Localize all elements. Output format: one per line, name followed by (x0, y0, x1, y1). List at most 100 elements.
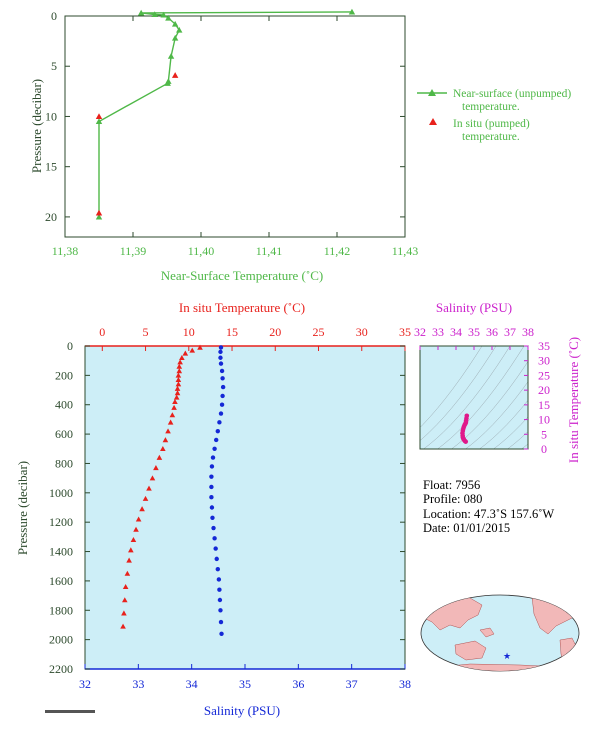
salinity-profile-point (215, 566, 220, 572)
salinity-profile-point (209, 505, 215, 510)
top-y-tick-label: 5 (51, 59, 57, 73)
salinity-tick-label: 36 (292, 677, 304, 691)
ts-x-tick-label: 38 (522, 325, 534, 339)
pressure-tick-label: 1000 (49, 486, 73, 500)
salinity-profile-point (218, 361, 224, 366)
near-surface-temperature-chart: 11,38 11,39 11,40 11,41 11,42 11,43 05101520 … (29, 8, 571, 283)
temperature-profile-point (179, 354, 185, 360)
profile-chart: 32 33 34 35 36 37 38 0 5 10 15 20 25 30 35 0 200 400 600… (15, 300, 411, 718)
ts-x-tick-label: 34 (450, 325, 462, 339)
ts-y-tick-label: 30 (538, 354, 550, 368)
ts-y-tick-label: 5 (541, 427, 547, 441)
salinity-profile-point (211, 525, 216, 531)
temperature-profile-point (160, 445, 166, 452)
salinity-profile-point (218, 345, 224, 350)
salinity-profile-point (209, 495, 214, 500)
temperature-tick-label: 30 (356, 325, 368, 339)
salinity-profile-point (217, 587, 222, 592)
ts-y-tick-label: 10 (538, 413, 550, 427)
temperature-profile-point (149, 475, 156, 481)
temperature-tick-label: 35 (399, 325, 411, 339)
temperature-profile-point (142, 495, 149, 501)
pressure-tick-label: 1600 (49, 574, 73, 588)
density-contour (420, 346, 483, 428)
unpumped-temperature-point (151, 11, 158, 18)
world-map: ★ (420, 594, 580, 672)
salinity-profile-point (219, 368, 225, 374)
unpumped-temperature-point (171, 20, 179, 27)
salinity-tick-label: 32 (79, 677, 91, 691)
legend-label-pumped-1: In situ (pumped) (453, 118, 530, 130)
temperature-profile-point (171, 404, 177, 410)
salinity-profile-point (209, 474, 214, 479)
ts-y-tick-label: 0 (541, 442, 547, 456)
temperature-profile-point (165, 428, 171, 434)
pressure-tick-label: 200 (55, 368, 73, 382)
top-x-tick-label: 11,42 (324, 244, 351, 258)
salinity-profile-point (219, 631, 224, 636)
salinity-tick-label: 37 (346, 677, 358, 691)
temperature-tick-label: 10 (183, 325, 195, 339)
pumped-temperature-point (171, 72, 179, 78)
temperature-profile-point (135, 516, 142, 522)
temperature-profile-point (189, 347, 196, 353)
salinity-profile-point (220, 384, 226, 390)
temperature-profile-point (176, 368, 183, 374)
unpumped-temperature-point (95, 118, 103, 125)
temperature-profile-point (182, 350, 189, 356)
temperature-tick-label: 20 (269, 325, 281, 339)
float-position-marker: ★ (503, 651, 511, 661)
map-land-australia (454, 640, 487, 661)
temperature-profile-point (124, 570, 131, 576)
ts-x-tick-label: 37 (504, 325, 516, 339)
ts-x-tick-label: 36 (486, 325, 498, 339)
top-y-tick-label: 0 (51, 9, 57, 23)
salinity-profile-point (218, 349, 223, 355)
ts-x-tick-label: 32 (414, 325, 426, 339)
profile-bottom-axis-label: Salinity (PSU) (204, 703, 280, 718)
pressure-tick-label: 0 (67, 339, 73, 353)
top-x-tick-label: 11,39 (120, 244, 147, 258)
profile-top-axis-label: In situ Temperature (˚C) (179, 300, 305, 315)
temperature-profile-point (156, 454, 163, 460)
legend-label-unpumped-1: Near-surface (unpumped) (453, 88, 571, 100)
ts-x-axis-label: Salinity (PSU) (436, 300, 512, 315)
top-y-tick-label: 15 (45, 160, 57, 174)
legend-label-unpumped-2: temperature. (462, 101, 520, 113)
top-y-tick-label: 20 (45, 210, 57, 224)
temperature-profile-point (169, 412, 176, 418)
salinity-profile-point (220, 393, 225, 399)
density-contour (451, 361, 528, 449)
density-contour (420, 346, 497, 441)
temperature-profile-point (175, 381, 182, 387)
temperature-tick-label: 15 (226, 325, 238, 339)
profile-number: Profile: 080 (423, 492, 482, 506)
pressure-tick-label: 400 (55, 398, 73, 412)
temperature-profile-point (176, 363, 183, 369)
temperature-profile-point (120, 623, 126, 629)
legend-label-pumped-2: temperature. (462, 131, 520, 143)
unpumped-temperature-point (348, 8, 356, 15)
temperature-profile-point (174, 385, 181, 391)
top-plot-frame (64, 15, 406, 238)
salinity-profile-point (217, 597, 223, 603)
salinity-profile-point (213, 546, 218, 551)
pressure-tick-label: 1800 (49, 603, 73, 617)
temperature-profile-point (174, 390, 181, 396)
unpumped-temperature-point (160, 11, 167, 18)
float-id: Float: 7956 (423, 478, 480, 492)
temperature-profile-point (122, 583, 129, 590)
top-y-tick-label: 10 (45, 109, 57, 123)
temperature-profile-point (139, 506, 145, 512)
temperature-profile-point (162, 437, 169, 443)
ts-y-tick-label: 35 (538, 339, 550, 353)
top-x-tick-label: 11,41 (256, 244, 283, 258)
unpumped-temperature-point (165, 14, 172, 21)
salinity-profile-point (210, 455, 216, 460)
pressure-tick-label: 1200 (49, 515, 73, 529)
temperature-profile-point (173, 394, 180, 400)
top-x-tick-label: 11,38 (52, 244, 79, 258)
top-x-tick-label: 11,40 (188, 244, 215, 258)
ts-y-tick-label: 15 (538, 398, 550, 412)
